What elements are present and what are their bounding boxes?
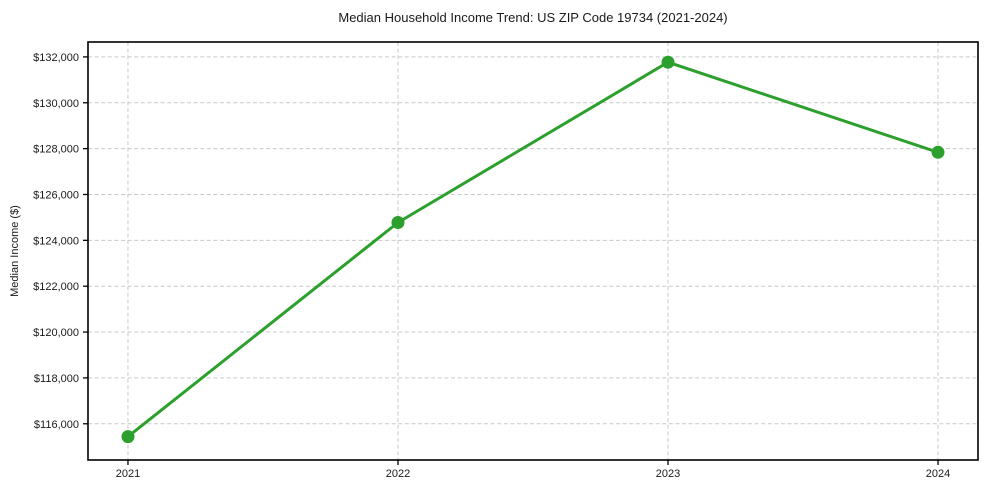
y-tick-label: $116,000: [34, 419, 79, 431]
y-tick-label: $120,000: [33, 327, 79, 339]
y-tick-label: $132,000: [33, 52, 79, 64]
x-tick-label: 2024: [926, 468, 950, 480]
label-layer: 2021 2022 2023 2024 $116,000 $118,000 $120,000…: [33, 52, 950, 480]
y-tick-label: $124,000: [33, 235, 79, 247]
x-tick-label: 2023: [656, 468, 680, 480]
series-layer: [121, 55, 945, 444]
data-point-2023: [661, 55, 675, 69]
y-tick-label: $128,000: [33, 144, 79, 156]
chart-title: Median Household Income Trend: US ZIP Co…: [338, 10, 728, 25]
data-point-2022: [391, 216, 405, 229]
y-tick-label: $130,000: [33, 98, 79, 110]
y-tick-label: $126,000: [33, 189, 79, 201]
y-tick-label: $122,000: [33, 281, 79, 293]
grid-layer: [88, 42, 978, 460]
data-point-2024: [931, 145, 945, 159]
axis-layer: [83, 41, 979, 465]
data-point-2021: [121, 430, 135, 444]
plot-border: [87, 41, 979, 461]
income-trend-line: [126, 60, 940, 439]
x-tick-label: 2022: [386, 468, 410, 480]
x-tick-label: 2021: [116, 468, 140, 480]
y-tick-label: $118,000: [34, 373, 79, 385]
